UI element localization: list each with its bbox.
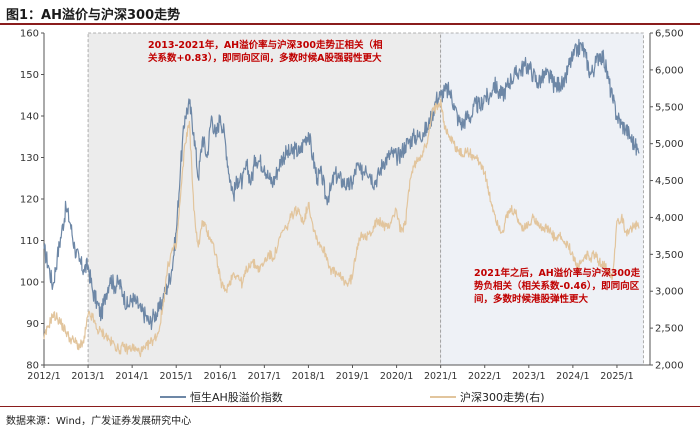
annotations: 2013-2021年，AH溢价率与沪深300走势正相关（相关系数+0.83），即… bbox=[148, 39, 641, 305]
y-right-tick-label: 3,000 bbox=[655, 287, 684, 298]
legend: 恒生AH股溢价指数 沪深300走势(右) bbox=[160, 390, 545, 404]
y-left-tick-label: 80 bbox=[26, 361, 39, 372]
shaded-period-2013-2021 bbox=[87, 32, 442, 366]
y-left-tick-label: 110 bbox=[20, 236, 39, 247]
annotation-2013-2021-line: 2013-2021年，AH溢价率与沪深300走势正相关（相 bbox=[148, 39, 382, 51]
x-tick-label: 2025/1 bbox=[600, 371, 633, 382]
y-right-tick-label: 5,000 bbox=[655, 139, 684, 150]
y-left-tick-label: 100 bbox=[20, 278, 39, 289]
x-tick-label: 2021/1 bbox=[424, 371, 457, 382]
x-tick-label: 2023/1 bbox=[512, 371, 545, 382]
x-tick-label: 2013/1 bbox=[71, 371, 104, 382]
annotation-2021-after-text: 2021年之后，AH溢价率与沪深300走势负相关（相关系数-0.46），即同向区… bbox=[474, 267, 641, 305]
y-right-tick-label: 6,000 bbox=[655, 65, 684, 76]
x-tick-label: 2020/1 bbox=[380, 371, 413, 382]
annotation-2013-2021-text: 2013-2021年，AH溢价率与沪深300走势正相关（相关系数+0.83），即… bbox=[148, 39, 382, 64]
legend-label-hs300: 沪深300走势(右) bbox=[460, 390, 545, 404]
title-rule bbox=[0, 23, 700, 25]
y-right-tick-label: 4,000 bbox=[655, 213, 684, 224]
x-tick-label: 2014/1 bbox=[115, 371, 148, 382]
y-right-tick-label: 5,500 bbox=[655, 102, 684, 113]
axes: 80 90 100 110 120 130 140 150 160 2,000 2,500 3,000… bbox=[20, 29, 684, 383]
x-tick-label: 2022/1 bbox=[468, 371, 501, 382]
annotation-2013-2021: 2013-2021年，AH溢价率与沪深300走势正相关（相关系数+0.83），即… bbox=[148, 39, 382, 64]
y-right-tick-label: 3,500 bbox=[655, 250, 684, 261]
annotation-2013-2021-line: 关系数+0.83），即同向区间，多数时候A股强弱性更大 bbox=[148, 52, 382, 64]
series-line-ah-premium bbox=[43, 38, 640, 331]
y-right-tick-label: 6,500 bbox=[655, 29, 684, 40]
y-left-tick-label: 130 bbox=[20, 153, 39, 164]
x-tick-label: 2024/1 bbox=[556, 371, 589, 382]
annotation-2021-after-line: 势负相关（相关系数-0.46），即同向区 bbox=[474, 280, 640, 292]
x-tick-label: 2018/1 bbox=[292, 371, 325, 382]
annotation-2021-after-line: 2021年之后，AH溢价率与沪深300走 bbox=[474, 267, 641, 279]
y-right-tick-label: 4,500 bbox=[655, 176, 684, 187]
y-left-tick-label: 150 bbox=[20, 70, 39, 81]
x-tick-label: 2012/1 bbox=[27, 371, 60, 382]
shaded-periods bbox=[87, 32, 644, 366]
x-tick-label: 2015/1 bbox=[160, 371, 193, 382]
figure-title: 图1：AH溢价与沪深300走势 bbox=[6, 8, 181, 23]
y-right-tick-label: 2,500 bbox=[655, 324, 684, 335]
series-line-hs300 bbox=[43, 98, 640, 358]
y-right-tick-label: 2,000 bbox=[655, 361, 684, 372]
x-tick-label: 2017/1 bbox=[248, 371, 281, 382]
x-tick-label: 2019/1 bbox=[336, 371, 369, 382]
y-left-tick-label: 120 bbox=[20, 195, 39, 206]
series-layer bbox=[43, 38, 640, 358]
x-tick-label: 2016/1 bbox=[204, 371, 237, 382]
legend-label-ah: 恒生AH股溢价指数 bbox=[190, 390, 283, 404]
source-note: 数据来源：Wind，广发证券发展研究中心 bbox=[6, 416, 192, 427]
annotation-2021-after: 2021年之后，AH溢价率与沪深300走势负相关（相关系数-0.46），即同向区… bbox=[474, 267, 641, 305]
bottom-rule bbox=[0, 406, 700, 407]
annotation-2021-after-line: 间，多数时候港股弹性更大 bbox=[474, 293, 589, 305]
y-left-tick-label: 90 bbox=[26, 319, 39, 330]
y-left-tick-label: 140 bbox=[20, 112, 39, 123]
y-left-tick-label: 160 bbox=[20, 29, 39, 40]
